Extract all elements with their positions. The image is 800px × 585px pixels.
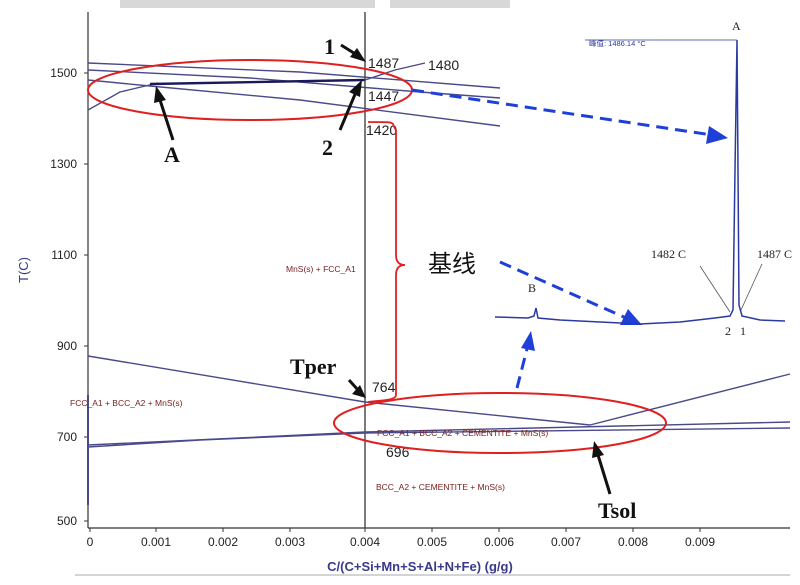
dsc-peak-label: A: [732, 19, 741, 33]
label-baseline: 基线: [428, 251, 476, 278]
xtick-0.002: 0.002: [208, 535, 238, 549]
upper-ellipse: [87, 59, 413, 121]
blue-arrow-lower: [515, 344, 530, 389]
dsc-label-B: B: [528, 281, 536, 295]
x-axis-label: C/(C+Si+Mn+S+Al+N+Fe) (g/g): [327, 559, 513, 574]
blue-arrowheads: [521, 126, 728, 351]
xtick-0.009: 0.009: [685, 535, 715, 549]
line-1480: [364, 62, 426, 81]
label-A: A: [164, 142, 180, 167]
value-1480: 1480: [428, 57, 459, 73]
value-1420: 1420: [366, 122, 397, 138]
top-artifact-bar-right: [390, 0, 510, 8]
acm-line: [589, 373, 791, 426]
xtick-0: 0: [87, 535, 94, 549]
x-ticks: 0 0.001 0.002 0.003 0.004 0.005 0.006 0.…: [87, 528, 715, 549]
top-artifact-bar-left: [120, 0, 375, 8]
ytick-500: 500: [57, 514, 77, 528]
label-tper: Tper: [290, 354, 337, 379]
xtick-0.001: 0.001: [141, 535, 171, 549]
dsc-pointer-1482: [699, 265, 731, 313]
y-ticks: 1500 1300 1100 900 700 500: [50, 66, 88, 528]
dsc-label-2: 2: [725, 324, 731, 338]
arrow-A: [158, 99, 175, 141]
ytick-1300: 1300: [50, 157, 77, 171]
dsc-curve: [494, 39, 786, 325]
baseline-bracket: [367, 121, 406, 403]
xtick-0.008: 0.008: [618, 535, 648, 549]
region-mns-fcc: MnS(s) + FCC_A1: [286, 264, 356, 274]
dsc-label-1487: 1487 C: [757, 247, 792, 261]
blue-arrow-upper: [411, 88, 713, 137]
peritectic-horizontal: [149, 78, 366, 86]
ytick-700: 700: [57, 430, 77, 444]
peritectic-line-left: [87, 82, 159, 111]
label-1: 1: [324, 34, 335, 59]
region-fcc-bcc-mns: FCC_A1 + BCC_A2 + MnS(s): [70, 398, 183, 408]
black-arrows: [154, 43, 612, 495]
label-2: 2: [322, 135, 333, 160]
solidus-line: [87, 79, 501, 127]
region-bcc-cem-mns: BCC_A2 + CEMENTITE + MnS(s): [376, 482, 505, 492]
value-1447: 1447: [368, 88, 399, 104]
label-tsol: Tsol: [598, 498, 636, 523]
xtick-0.007: 0.007: [551, 535, 581, 549]
temperature-values: 1487 1480 1447 1420 764 696: [366, 55, 459, 460]
ytick-900: 900: [57, 339, 77, 353]
blue-arrow-baseline: [499, 260, 627, 320]
a3-line: [87, 355, 591, 426]
value-764: 764: [372, 379, 396, 395]
dsc-inset: 峰值: 1486.14 °C A 1482 C 1487 C 2 1 B: [494, 19, 792, 338]
phase-lines: [87, 12, 791, 528]
region-fcc-bcc-cem-mns: FCC_A1 + BCC_A2 + CEMENTITE + MnS(s): [377, 428, 548, 438]
xtick-0.006: 0.006: [484, 535, 514, 549]
value-1487: 1487: [368, 55, 399, 71]
a1-line-2: [87, 421, 791, 446]
dsc-pointer-1487: [740, 263, 763, 311]
ytick-1100: 1100: [51, 248, 77, 262]
blue-arrows: [411, 88, 713, 389]
dsc-peak-value: 峰值: 1486.14 °C: [589, 38, 646, 48]
ytick-1500: 1500: [50, 66, 77, 80]
y-axis-label: T(C): [16, 257, 31, 283]
lower-ellipse: [333, 392, 667, 454]
xtick-0.003: 0.003: [275, 535, 305, 549]
dsc-label-1482: 1482 C: [651, 247, 686, 261]
arrow-tper: [347, 378, 360, 392]
dsc-label-1: 1: [740, 324, 746, 338]
arrow-tsol: [596, 454, 612, 495]
arrow-2: [338, 91, 358, 131]
xtick-0.004: 0.004: [350, 535, 380, 549]
phase-line-upper-2: [87, 69, 501, 99]
xtick-0.005: 0.005: [417, 535, 447, 549]
